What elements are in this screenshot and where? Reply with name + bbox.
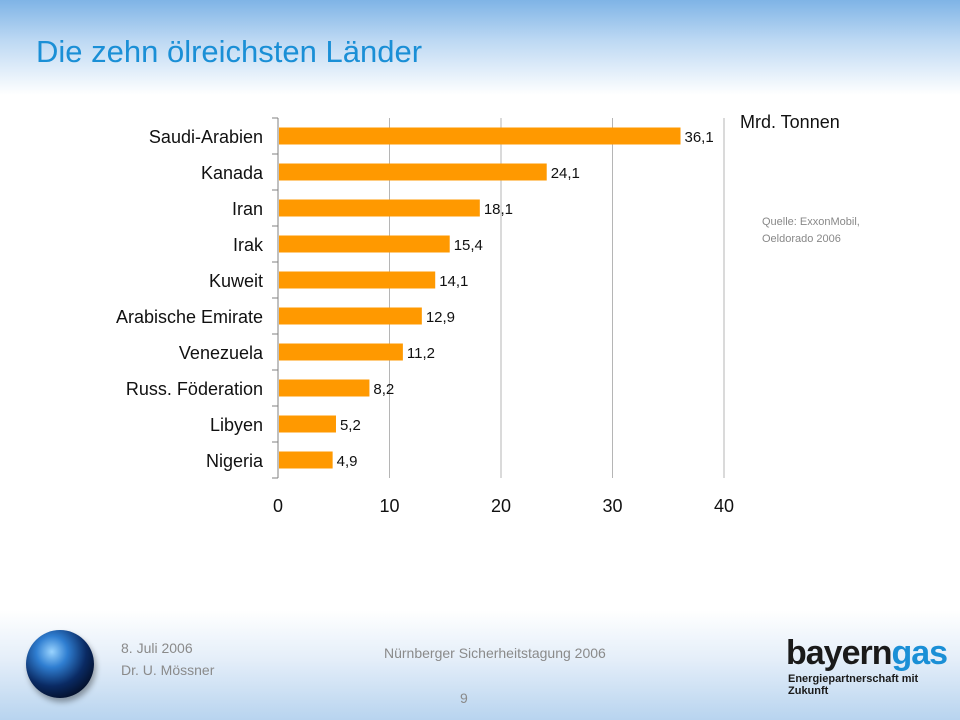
footer-date: 8. Juli 2006 xyxy=(121,640,193,656)
x-tick-label: 20 xyxy=(491,496,511,516)
page-number: 9 xyxy=(460,690,468,706)
value-label: 15,4 xyxy=(454,237,483,254)
x-tick-label: 0 xyxy=(273,496,283,516)
value-label: 11,2 xyxy=(407,345,435,362)
category-label: Libyen xyxy=(210,415,263,435)
x-tick-label: 10 xyxy=(379,496,399,516)
bar xyxy=(279,199,480,217)
category-label: Iran xyxy=(232,199,263,219)
x-tick-label: 40 xyxy=(714,496,734,516)
category-label: Saudi-Arabien xyxy=(149,127,263,147)
category-label: Nigeria xyxy=(206,451,264,471)
footer-event: Nürnberger Sicherheitstagung 2006 xyxy=(384,645,606,661)
bar xyxy=(279,379,370,397)
category-label: Kuweit xyxy=(209,271,263,291)
value-label: 8,2 xyxy=(373,381,394,398)
category-label: Russ. Föderation xyxy=(126,379,263,399)
bar xyxy=(279,127,681,145)
value-label: 4,9 xyxy=(337,453,358,470)
value-label: 18,1 xyxy=(484,201,513,218)
unit-label: Mrd. Tonnen xyxy=(740,112,840,132)
bar xyxy=(279,451,333,469)
value-label: 12,9 xyxy=(426,309,455,326)
bar xyxy=(279,343,403,361)
brand-logo: bayerngas xyxy=(786,634,949,673)
bar xyxy=(279,235,450,253)
bar xyxy=(279,307,422,325)
source-line-1: Quelle: ExxonMobil, xyxy=(762,216,860,228)
value-label: 14,1 xyxy=(439,273,468,290)
category-label: Irak xyxy=(233,235,264,255)
value-label: 36,1 xyxy=(685,129,714,146)
slide-title: Die zehn ölreichsten Länder xyxy=(36,34,423,69)
category-label: Kanada xyxy=(201,163,264,183)
category-label: Venezuela xyxy=(179,343,264,363)
bar xyxy=(279,271,436,289)
bar xyxy=(279,415,336,433)
brand-part-1: bayern xyxy=(786,634,892,672)
bar xyxy=(279,163,547,181)
category-label: Arabische Emirate xyxy=(116,307,263,327)
value-label: 5,2 xyxy=(340,417,361,434)
source-line-2: Oeldorado 2006 xyxy=(762,233,841,245)
footer-author: Dr. U. Mössner xyxy=(121,662,215,678)
x-tick-label: 30 xyxy=(602,496,622,516)
company-logo-orb xyxy=(26,630,94,698)
value-label: 24,1 xyxy=(551,165,580,182)
brand-claim: Energiepartnerschaft mit Zukunft xyxy=(788,673,919,697)
brand-part-2: gas xyxy=(891,634,949,672)
